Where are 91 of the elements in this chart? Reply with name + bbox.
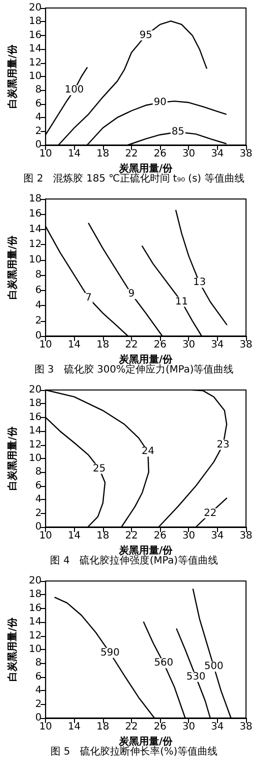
y-tick-label: 12 bbox=[28, 630, 42, 642]
x-tick-label: 30 bbox=[182, 722, 196, 732]
x-tick-label: 14 bbox=[68, 340, 81, 350]
x-axis-title: 炭黑用量/份 bbox=[118, 353, 174, 366]
x-tick-label: 14 bbox=[68, 530, 81, 542]
x-tick-label: 38 bbox=[240, 340, 252, 350]
x-tick-label: 22 bbox=[125, 722, 138, 732]
y-tick-label: 6 bbox=[35, 480, 42, 492]
x-axis-title: 炭黑用量/份 bbox=[118, 162, 174, 174]
x-tick-label: 22 bbox=[125, 148, 138, 160]
y-tick-label: 12 bbox=[28, 439, 42, 450]
y-tick-label: 14 bbox=[28, 426, 42, 437]
y-tick-label: 14 bbox=[28, 616, 42, 628]
series-label: 7 bbox=[85, 292, 92, 304]
y-axis-title: 白炭黑用量/份 bbox=[6, 426, 18, 490]
y-tick-label: 4 bbox=[35, 494, 42, 506]
text: 图 5 硫化胶拉断伸长率(%)等值曲线 bbox=[50, 746, 218, 758]
y-tick-label: 4 bbox=[35, 685, 42, 696]
series-label: 500 bbox=[204, 661, 224, 672]
y-tick-label: 2 bbox=[35, 508, 42, 519]
x-tick-label: 34 bbox=[211, 148, 224, 160]
y-tick-label: 0 bbox=[35, 712, 42, 724]
x-tick-label: 30 bbox=[182, 340, 196, 350]
x-tick-label: 38 bbox=[240, 148, 252, 160]
y-axis-title: 白炭黑用量/份 bbox=[6, 234, 18, 300]
x-tick-label: 26 bbox=[154, 148, 166, 160]
x-tick-label: 14 bbox=[68, 722, 81, 732]
x-tick-label: 26 bbox=[154, 340, 166, 350]
y-tick-label: 2 bbox=[35, 315, 42, 326]
y-tick-label: 12 bbox=[28, 239, 42, 250]
y-tick-label: 14 bbox=[28, 44, 42, 55]
series-label: 590 bbox=[100, 647, 120, 658]
y-tick-label: 20 bbox=[28, 2, 42, 14]
y-tick-label: 20 bbox=[28, 576, 42, 586]
y-tick-label: 2 bbox=[35, 126, 42, 137]
y-tick-label: 4 bbox=[35, 300, 42, 312]
y-tick-label: 16 bbox=[28, 208, 42, 220]
x-tick-label: 34 bbox=[211, 530, 224, 542]
line-series bbox=[175, 210, 228, 326]
y-tick-label: 10 bbox=[28, 254, 42, 266]
y-tick-label: 12 bbox=[28, 57, 42, 68]
y-tick-label: 2 bbox=[35, 698, 42, 710]
y-tick-label: 8 bbox=[35, 270, 42, 281]
x-tick-label: 30 bbox=[182, 148, 196, 160]
x-tick-label: 18 bbox=[96, 148, 110, 160]
text: 图 3 硫化胶 300%定伸应力(MPa)等值曲线 bbox=[34, 364, 234, 376]
x-tick-label: 18 bbox=[96, 530, 110, 542]
x-tick-label: 18 bbox=[96, 722, 110, 732]
y-tick-label: 0 bbox=[35, 330, 42, 342]
y-tick-label: 18 bbox=[28, 194, 42, 204]
y-tick-label: 4 bbox=[35, 112, 42, 124]
y-tick-label: 20 bbox=[28, 384, 42, 396]
x-axis-title: 炭黑用量/份 bbox=[118, 544, 174, 556]
y-tick-label: 0 bbox=[35, 140, 42, 150]
x-tick-label: 18 bbox=[96, 340, 110, 350]
x-tick-label: 38 bbox=[240, 722, 252, 732]
series-label: 530 bbox=[186, 671, 206, 682]
y-axis-title: 白炭黑用量/份 bbox=[6, 44, 18, 108]
x-tick-label: 34 bbox=[211, 722, 224, 732]
y-tick-label: 6 bbox=[35, 671, 42, 682]
y-tick-label: 18 bbox=[28, 398, 42, 410]
y-tick-label: 18 bbox=[28, 16, 42, 28]
x-tick-label: 30 bbox=[182, 530, 196, 542]
x-tick-label: 26 bbox=[154, 722, 166, 732]
series-label: 100 bbox=[64, 84, 84, 96]
y-tick-label: 16 bbox=[28, 30, 42, 41]
text: 图 2 混炼胶 185 ℃正硫化时间 t₉₀ (s) 等值曲线 bbox=[24, 172, 244, 184]
x-axis-title: 炭黑用量/份 bbox=[118, 735, 174, 748]
x-tick-label: 22 bbox=[125, 340, 138, 350]
series-label: 9 bbox=[128, 288, 135, 300]
y-axis-title: 白炭黑用量/份 bbox=[6, 616, 18, 682]
y-tick-label: 6 bbox=[35, 98, 42, 110]
y-tick-label: 14 bbox=[28, 224, 42, 235]
y-tick-label: 8 bbox=[35, 84, 42, 96]
y-tick-label: 10 bbox=[28, 644, 42, 655]
x-tick-label: 26 bbox=[154, 530, 166, 542]
y-tick-label: 0 bbox=[35, 522, 42, 532]
y-tick-label: 8 bbox=[35, 466, 42, 478]
y-tick-label: 18 bbox=[28, 589, 42, 600]
series-label: 560 bbox=[154, 658, 174, 669]
y-tick-label: 6 bbox=[35, 284, 42, 296]
text: 图 4 硫化胶拉伸强度(MPa)等值曲线 bbox=[50, 554, 218, 566]
y-tick-label: 16 bbox=[28, 412, 42, 423]
y-tick-label: 16 bbox=[28, 602, 42, 614]
x-tick-label: 14 bbox=[68, 148, 81, 160]
x-tick-label: 22 bbox=[125, 530, 138, 542]
y-tick-label: 8 bbox=[35, 658, 42, 669]
x-tick-label: 38 bbox=[240, 530, 252, 542]
x-tick-label: 34 bbox=[211, 340, 224, 350]
y-tick-label: 10 bbox=[28, 453, 42, 464]
y-tick-label: 10 bbox=[28, 71, 42, 82]
